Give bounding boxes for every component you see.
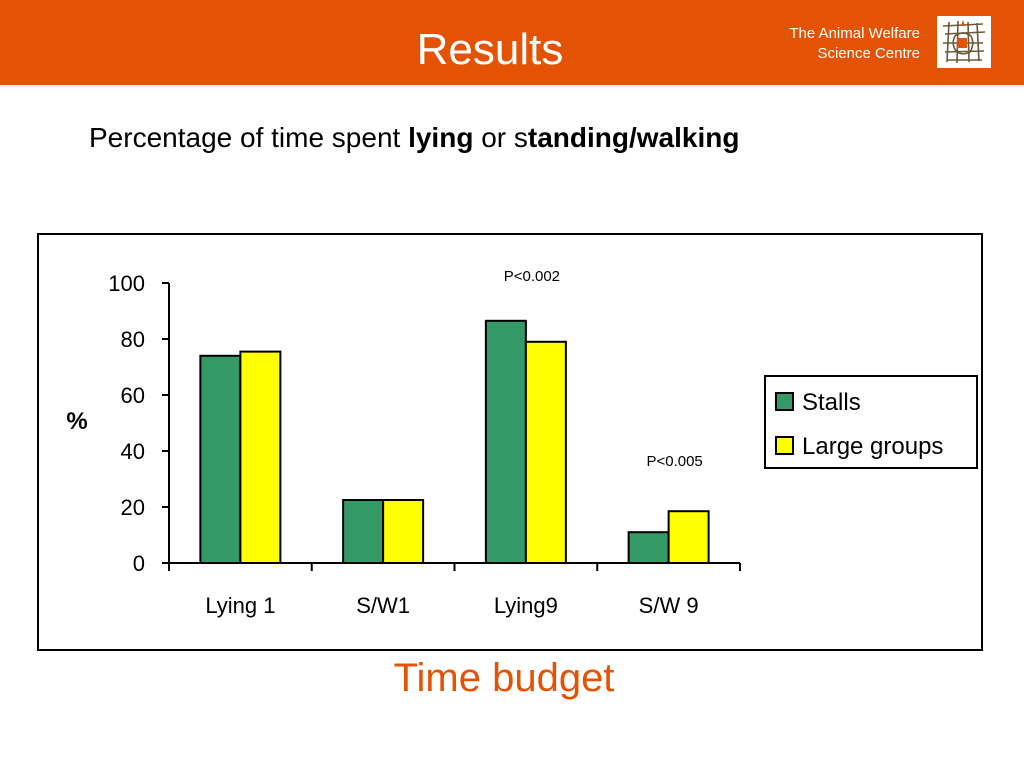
subtitle-part-3: or s: [473, 122, 528, 153]
y-tick-label: 100: [108, 271, 145, 296]
y-tick-label: 20: [121, 495, 145, 520]
legend-box: [764, 375, 978, 469]
legend-swatch-large-groups: [775, 436, 794, 455]
organization-name: The Animal Welfare Science Centre: [789, 24, 920, 64]
legend-swatch-stalls: [775, 392, 794, 411]
header-bar: Results The Animal Welfare Science Centr…: [0, 0, 1024, 85]
y-tick-label: 60: [121, 383, 145, 408]
legend-label: Stalls: [802, 389, 861, 416]
subtitle-part-4: tanding/walking: [527, 122, 740, 153]
x-tick-label: S/W1: [356, 593, 410, 618]
page-title: Results: [416, 25, 564, 74]
org-name-line-1: The Animal Welfare: [789, 25, 920, 42]
org-name-line-2: Science Centre: [817, 45, 920, 62]
bar-large-groups: [667, 510, 710, 565]
bar-stalls: [627, 531, 670, 565]
y-axis-label: %: [66, 408, 87, 435]
y-tick-label: 0: [133, 551, 145, 576]
animal-welfare-logo-icon: [937, 16, 991, 68]
bar-large-groups: [524, 340, 567, 564]
p-value-annotation: P<0.002: [504, 268, 560, 285]
bar-large-groups: [382, 499, 425, 564]
chart-subtitle: Percentage of time spent lying or standi…: [89, 118, 739, 158]
subtitle-part-1: Percentage of time spent: [89, 122, 409, 153]
bar-stalls: [484, 319, 527, 564]
bar-chart: 0 20 40 60 80 100% Lying 1 S/W1 Lying9 S/W 9 P<0.0…: [66, 268, 978, 618]
x-tick-label: Lying9: [494, 593, 558, 618]
bar-stalls: [199, 354, 242, 564]
x-tick-label: S/W 9: [639, 593, 699, 618]
p-value-annotation: P<0.005: [646, 453, 702, 470]
bar-stalls: [342, 499, 385, 564]
legend-label: Large groups: [802, 433, 943, 460]
footer-title: Time budget: [393, 656, 615, 700]
subtitle-part-2: lying: [408, 122, 474, 153]
bar-large-groups: [239, 350, 282, 564]
x-tick-label: Lying 1: [205, 593, 275, 618]
y-tick-label: 40: [121, 439, 145, 464]
y-tick-label: 80: [121, 327, 145, 352]
